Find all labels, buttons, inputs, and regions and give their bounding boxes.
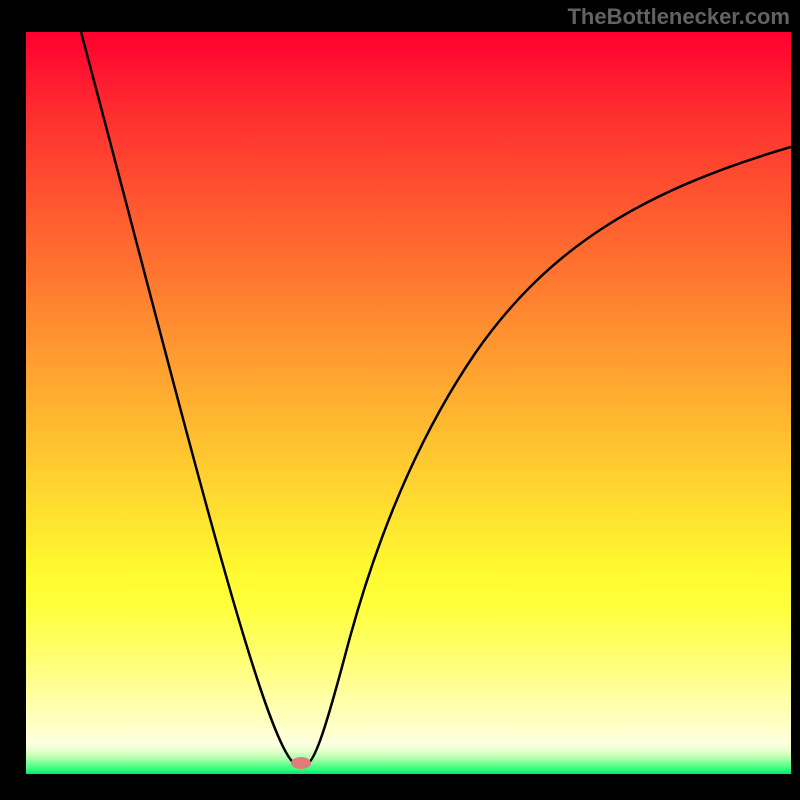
frame-right (791, 0, 800, 800)
bottleneck-curve (26, 32, 791, 774)
frame-bottom (0, 774, 800, 800)
optimal-point-marker (291, 757, 311, 769)
curve-right-branch (306, 147, 791, 765)
plot-area (26, 32, 791, 774)
watermark-text: TheBottlenecker.com (567, 4, 790, 30)
frame-left (0, 0, 26, 800)
curve-left-branch (81, 32, 297, 765)
